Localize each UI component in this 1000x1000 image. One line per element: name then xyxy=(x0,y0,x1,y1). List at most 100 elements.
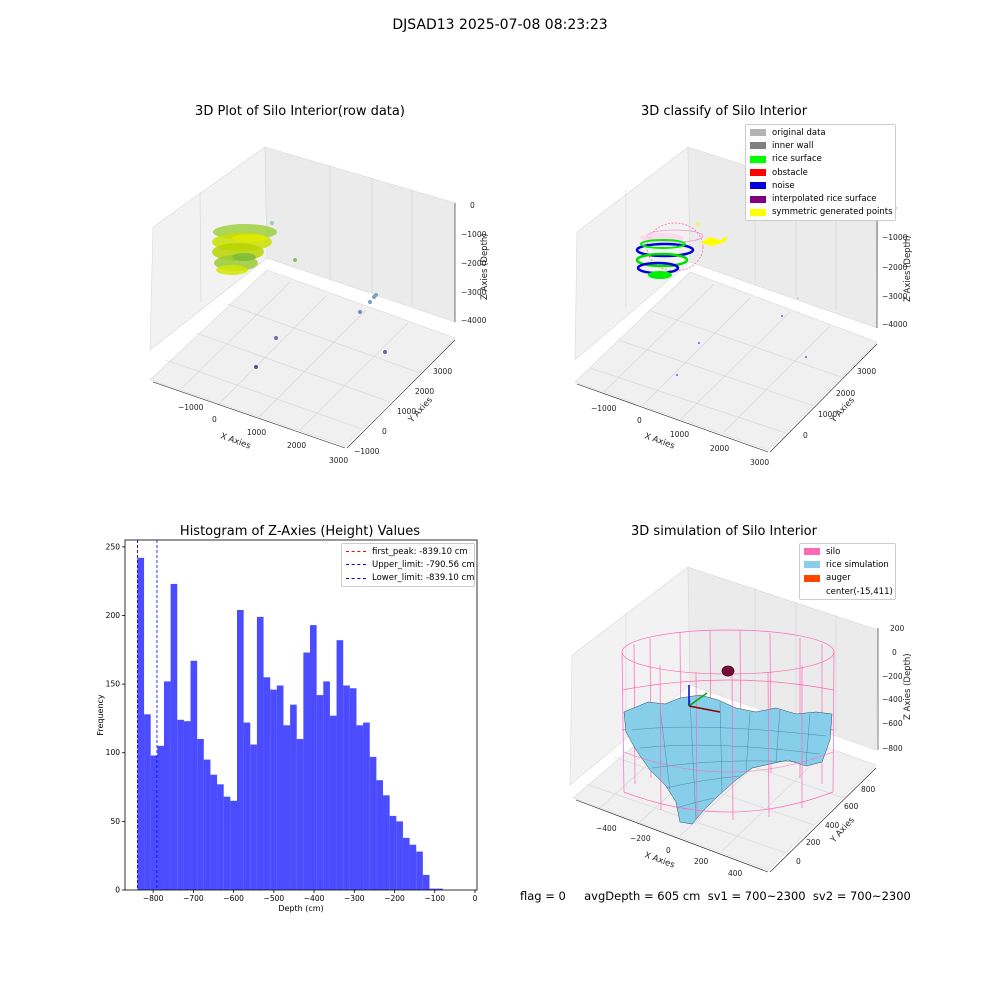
histogram-bar xyxy=(137,557,145,890)
raw-point-cloud xyxy=(212,221,387,369)
sim-y-label: Y Axies xyxy=(828,815,857,846)
histogram-bar xyxy=(349,688,357,890)
legend-line xyxy=(346,551,366,553)
histogram-bar xyxy=(256,616,264,890)
legend-swatch xyxy=(750,142,766,150)
sim-z-tick: 0 xyxy=(892,648,897,657)
histogram-bar xyxy=(323,681,330,890)
legend-item: Lower_limit: -839.10 cm xyxy=(342,572,474,585)
legend-item: noise xyxy=(746,179,895,192)
classify-z-tick: −4000 xyxy=(882,320,908,329)
classify-z-tick: −1000 xyxy=(882,233,908,242)
y-tick-label: 0 xyxy=(115,886,120,895)
legend-label: noise xyxy=(772,180,795,191)
histogram-bar xyxy=(436,888,443,890)
x-tick-label: 0 xyxy=(473,894,478,903)
raw-y-tick: 0 xyxy=(382,427,387,436)
simulation-legend: silo rice simulation auger center(-15,41… xyxy=(799,543,896,601)
simulation-plot-title: 3D simulation of Silo Interior xyxy=(631,524,817,539)
y-axis-label: Frequency xyxy=(96,694,105,736)
sim-x-tick: −200 xyxy=(630,834,651,843)
x-tick-label: −500 xyxy=(264,894,285,903)
sim-x-tick: 400 xyxy=(728,869,743,878)
y-tick-label: 100 xyxy=(106,748,121,757)
raw-y-tick: 2000 xyxy=(415,387,434,396)
histogram-bar xyxy=(197,739,204,890)
classify-x-tick: −1000 xyxy=(591,404,617,413)
histogram-reference-lines xyxy=(137,540,158,890)
legend-swatch xyxy=(750,182,766,190)
raw-x-tick: 3000 xyxy=(329,456,348,465)
legend-item: Upper_limit: -790.56 cm xyxy=(342,558,475,571)
legend-swatch xyxy=(804,561,820,569)
legend-label: inner wall xyxy=(772,140,814,151)
raw-x-tick: −1000 xyxy=(178,403,204,412)
histogram-bar xyxy=(422,874,430,890)
legend-swatch xyxy=(750,129,766,137)
histogram-bar xyxy=(203,759,211,890)
y-tick-label: 150 xyxy=(106,680,121,689)
sim-x-tick: 0 xyxy=(666,846,671,855)
histogram-bar xyxy=(409,844,417,890)
histogram-bar xyxy=(336,640,344,890)
legend-label: interpolated rice surface xyxy=(772,194,877,205)
classify-3d-plot: −1000 0 1000 2000 3000 0 1000 2000 3000 … xyxy=(574,146,913,467)
raw-y-tick: 1000 xyxy=(397,407,416,416)
legend-label: symmetric generated points xyxy=(772,207,893,218)
histogram-bar xyxy=(190,660,198,890)
sim-y-tick: 800 xyxy=(861,785,876,794)
simulation-3d-plot: −400 −200 0 200 400 0 200 400 600 800 20… xyxy=(569,566,913,878)
sim-z-tick: 200 xyxy=(890,624,905,633)
histogram-bar xyxy=(183,721,191,890)
classify-y-tick: 0 xyxy=(803,431,808,440)
classify-z-label: Z Axies (Depth) xyxy=(903,235,913,302)
raw-z-tick: −3000 xyxy=(461,288,487,297)
histogram-bar xyxy=(157,745,164,890)
silo-wireframe-front xyxy=(623,664,834,821)
x-axis-ticks: −800 −700 −600 −500 −400 −300 −200 −100 0 xyxy=(143,890,478,903)
legend-label: first_peak: -839.10 cm xyxy=(372,546,468,557)
x-tick-label: −400 xyxy=(304,894,325,903)
legend-swatch xyxy=(750,208,766,216)
histogram-legend: first_peak: -839.10 cm Upper_limit: -790… xyxy=(341,543,475,587)
sim-x-tick: −400 xyxy=(596,824,617,833)
x-tick-label: −800 xyxy=(143,894,164,903)
sim-z-label: Z Axies (Depth) xyxy=(903,653,913,720)
histogram-bar xyxy=(217,784,224,890)
sim-x-tick: 200 xyxy=(694,857,709,866)
raw-z-tick: −2000 xyxy=(461,259,487,268)
legend-item: rice simulation xyxy=(800,558,895,571)
x-tick-label: −300 xyxy=(344,894,365,903)
classify-y-tick: 1000 xyxy=(818,410,837,419)
histogram-bar xyxy=(376,780,384,890)
classify-x-tick: 0 xyxy=(637,416,642,425)
auger-marker xyxy=(721,665,735,677)
legend-label: Lower_limit: -839.10 cm xyxy=(372,573,475,584)
legend-item: symmetric generated points xyxy=(746,206,895,219)
center-axes-marker xyxy=(688,685,721,713)
raw-z-tick: −1000 xyxy=(461,230,487,239)
histogram-bar xyxy=(416,851,423,890)
classified-point-cloud xyxy=(635,222,807,376)
sim-z-tick: −400 xyxy=(882,695,903,704)
legend-label: silo xyxy=(826,546,841,557)
legend-label: Upper_limit: -790.56 cm xyxy=(372,559,475,570)
histogram-bar xyxy=(369,756,377,890)
histogram-bar xyxy=(310,625,317,890)
raw-x-tick: 2000 xyxy=(287,441,306,450)
histogram-bar xyxy=(236,610,244,890)
histogram-bar xyxy=(150,755,158,890)
classify-x-tick: 3000 xyxy=(750,458,769,467)
legend-label: original data xyxy=(772,127,826,138)
legend-item: interpolated rice surface xyxy=(746,192,895,205)
histogram-bar xyxy=(316,695,324,890)
sim-y-tick: 0 xyxy=(796,857,801,866)
raw-z-tick: 0 xyxy=(470,201,475,210)
legend-item: obstacle xyxy=(746,166,895,179)
histogram-bar xyxy=(177,719,184,890)
status-line: flag = 0 avgDepth = 605 cm sv1 = 700~230… xyxy=(520,889,911,903)
sim-x-label: X Axies xyxy=(643,850,676,870)
legend-item: auger xyxy=(800,572,895,585)
histogram-bars xyxy=(137,557,443,890)
legend-swatch xyxy=(804,574,820,582)
